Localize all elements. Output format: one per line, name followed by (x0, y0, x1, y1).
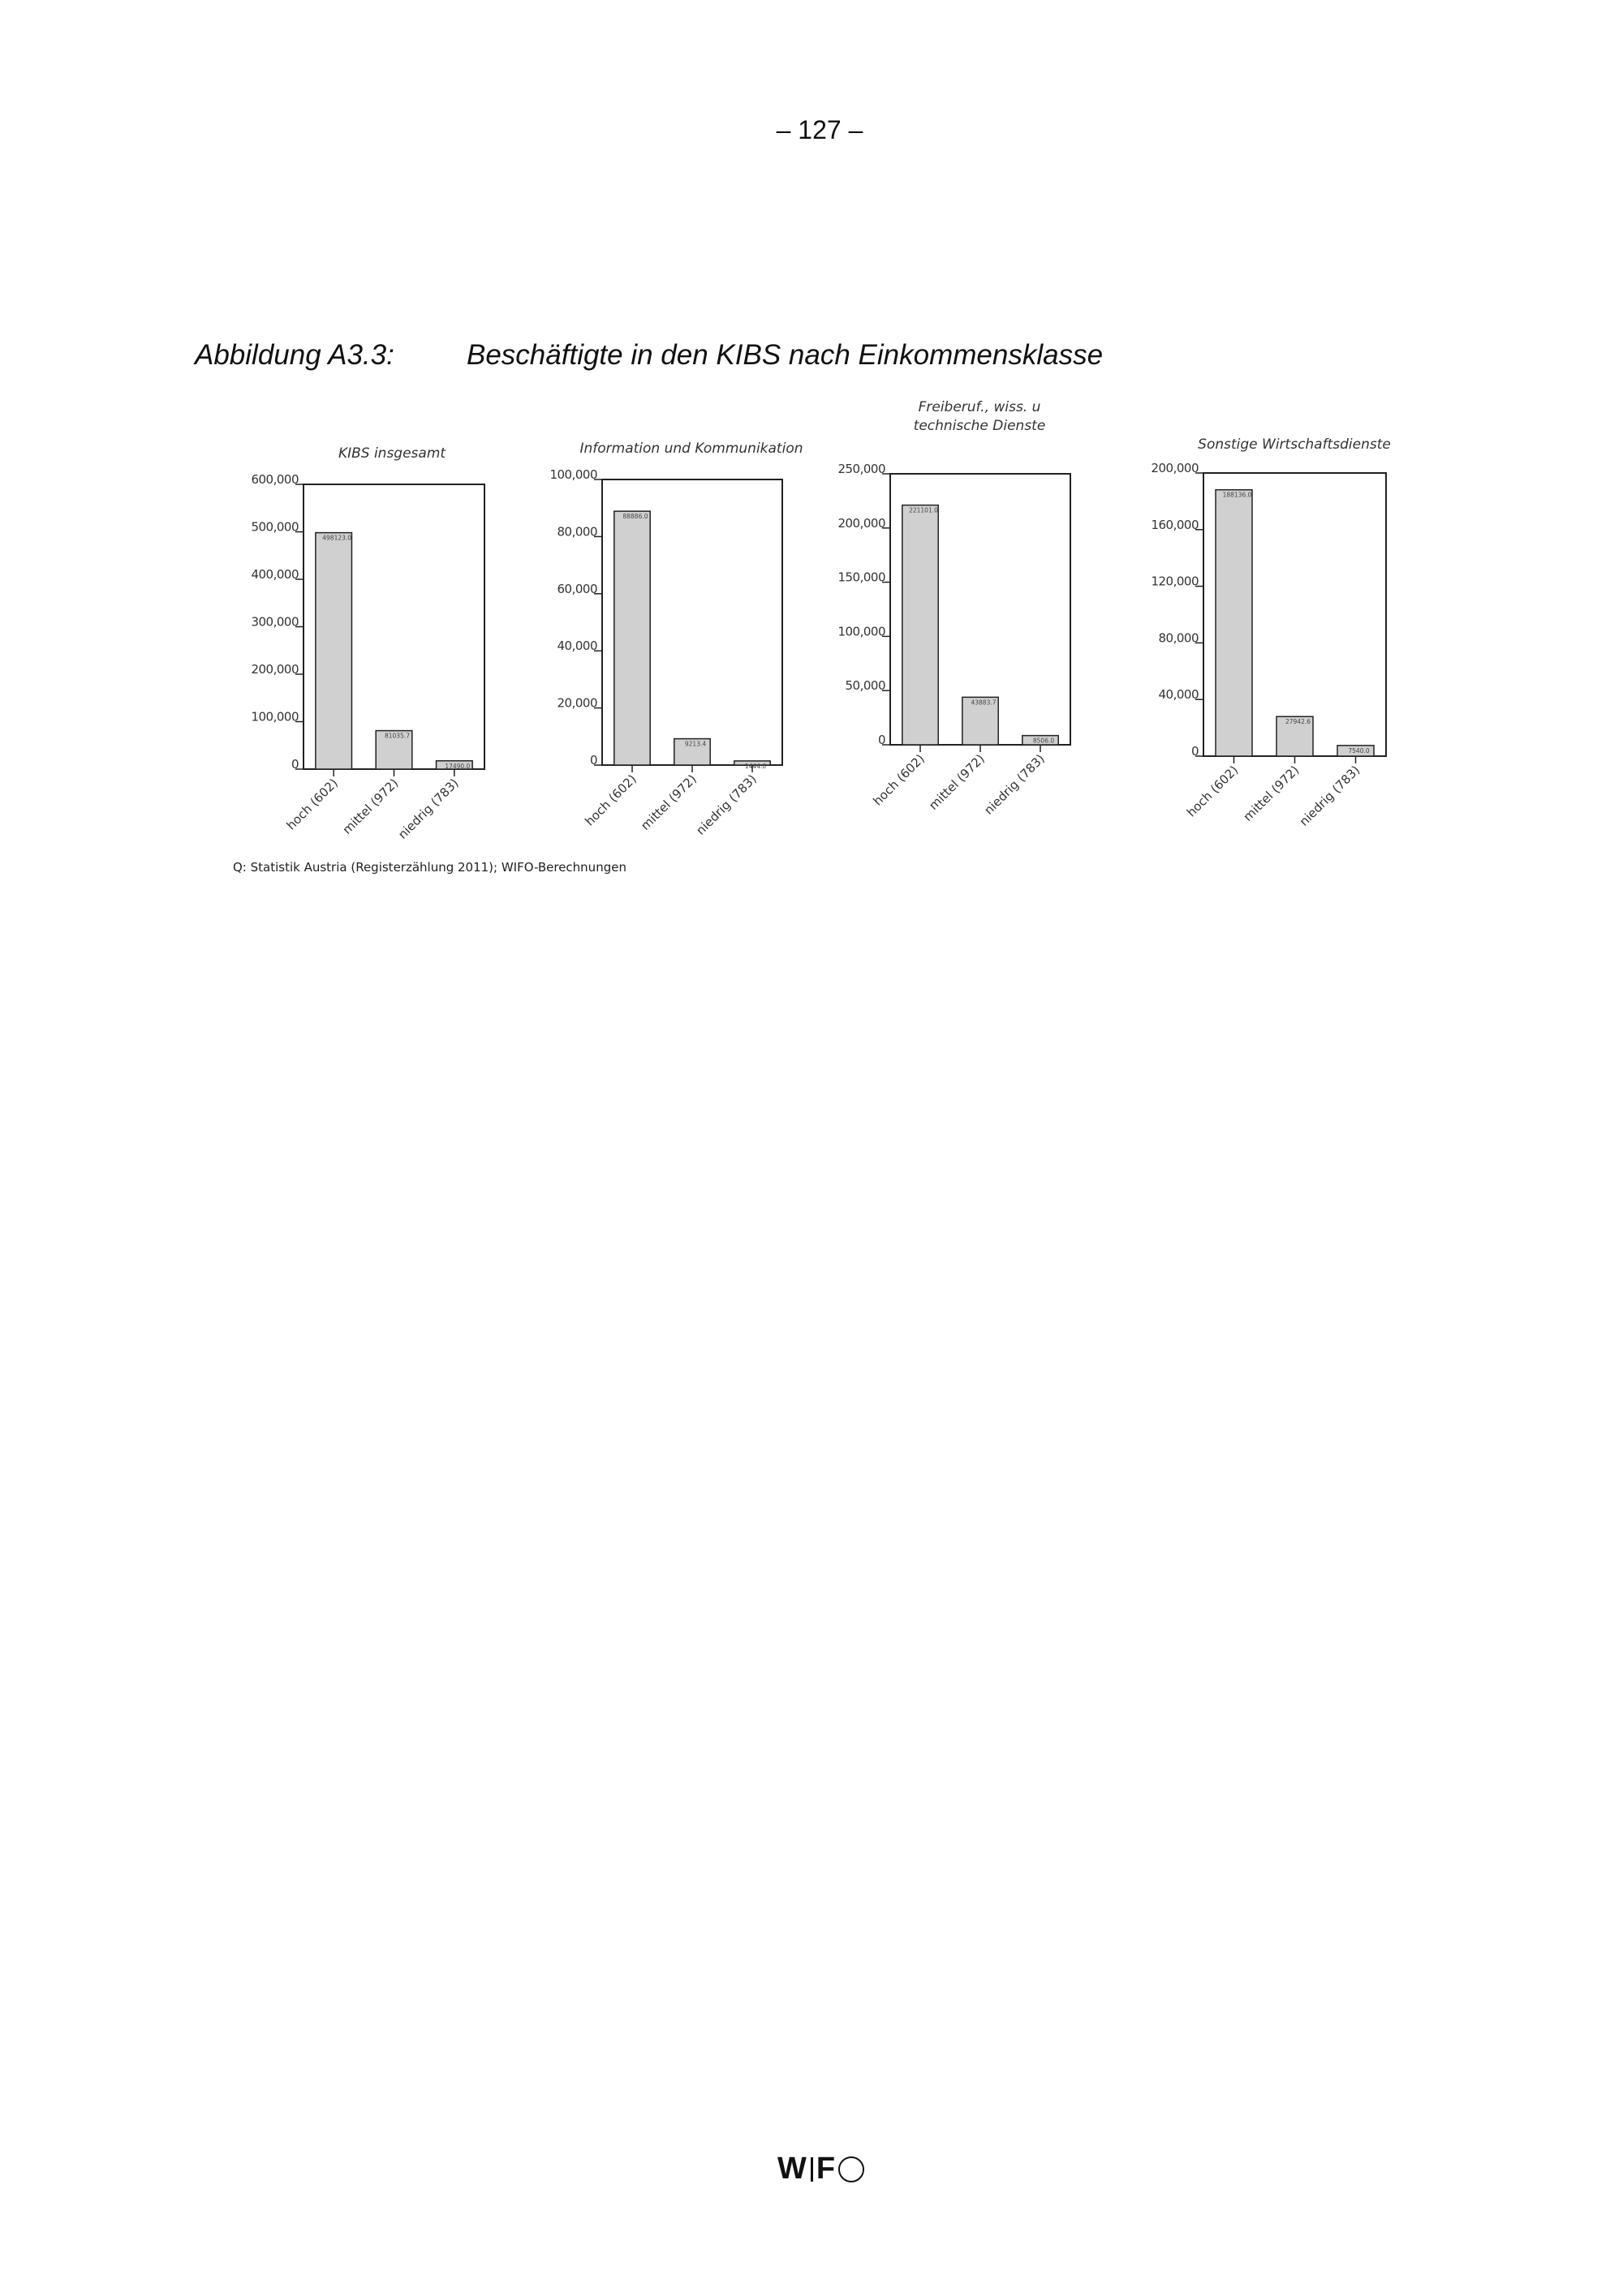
y-tick-label: 50,000 (846, 678, 886, 693)
bar-1 (315, 531, 353, 770)
bar-value-label: 221101.0 (909, 507, 938, 514)
bar-value-label: 188136.0 (1223, 492, 1252, 499)
chart-title: technische Dienste (914, 418, 1046, 434)
bar-value-label: 43883.7 (971, 699, 996, 706)
y-tick-label: 200,000 (1151, 461, 1199, 475)
x-tick-label: hoch (602) (1184, 763, 1241, 819)
y-tick-label: 0 (878, 733, 885, 747)
bar-value-label: 498123.0 (322, 535, 351, 542)
bar-value-label: 81035.7 (385, 733, 410, 740)
x-tick-label: mittel (972) (1241, 763, 1302, 824)
y-tick-label: 100,000 (549, 467, 597, 482)
bar-chart-2: Information und Kommunikation 0 20,000 40,0… (549, 441, 803, 838)
bar-value-label: 8506.0 (1033, 737, 1054, 745)
x-tick-label: hoch (602) (284, 776, 341, 832)
bar-2 (962, 696, 999, 746)
bar-1 (613, 510, 651, 766)
x-tick-label: hoch (602) (870, 751, 927, 808)
chart-title: Freiberuf., wiss. u (919, 399, 1041, 415)
bar-chart-1: KIBS insgesamt 0 100,000 200,000 300,000 400,… (251, 445, 485, 842)
y-tick-label: 60,000 (558, 582, 598, 596)
figure-label: Abbildung A3.3: (195, 339, 394, 371)
chart-title: Information und Kommunikation (579, 441, 803, 457)
y-tick-label: 20,000 (558, 696, 598, 711)
bar-1 (902, 504, 939, 746)
bar-2 (375, 729, 413, 770)
y-tick-label: 250,000 (837, 462, 885, 476)
x-tick-label: mittel (972) (638, 772, 700, 833)
x-tick-label: niedrig (783) (693, 772, 760, 838)
x-tick-label: hoch (602) (582, 772, 639, 828)
source-note: Q: Statistik Austria (Registerzählung 20… (233, 860, 626, 875)
y-tick-label: 40,000 (1159, 687, 1199, 702)
y-tick-label: 150,000 (837, 570, 885, 585)
y-tick-label: 120,000 (1151, 574, 1199, 589)
bar-2 (1276, 716, 1314, 757)
y-tick-label: 100,000 (251, 710, 299, 724)
y-tick-label: 100,000 (837, 624, 885, 638)
y-tick-label: 0 (1191, 744, 1199, 759)
y-tick-label: 200,000 (837, 516, 885, 531)
bar-chart-3: Freiberuf., wiss. u technische Dienste 0 50… (837, 399, 1071, 818)
chart-title: Sonstige Wirtschaftsdienste (1198, 436, 1391, 453)
chart-title: KIBS insgesamt (338, 445, 446, 462)
y-tick-label: 500,000 (251, 520, 299, 535)
y-tick-label: 0 (291, 757, 299, 772)
bar-value-label: 17490.0 (445, 763, 470, 770)
bar-value-label: 27942.6 (1285, 718, 1311, 725)
bar-value-label: 7540.0 (1348, 747, 1369, 755)
bar-value-label: 1444.0 (745, 763, 766, 770)
x-tick-label: mittel (972) (340, 776, 402, 837)
bar-value-label: 9213.4 (685, 741, 706, 748)
x-tick-label: mittel (972) (926, 751, 988, 813)
x-tick-label: niedrig (783) (1297, 763, 1363, 829)
bar-chart-4: Sonstige Wirtschaftsdienste 0 40,000 80,000… (1151, 436, 1390, 829)
y-tick-label: 0 (590, 753, 597, 767)
x-tick-label: niedrig (783) (981, 751, 1048, 818)
bar-1 (1215, 488, 1253, 757)
y-tick-label: 80,000 (558, 524, 598, 539)
x-tick-label: niedrig (783) (395, 776, 462, 842)
y-tick-label: 160,000 (1151, 518, 1199, 532)
y-tick-label: 80,000 (1159, 630, 1199, 645)
figure-title: Beschäftigte in den KIBS nach Einkommens… (467, 339, 1104, 371)
y-tick-label: 600,000 (251, 472, 299, 487)
y-tick-label: 200,000 (251, 662, 299, 677)
y-tick-label: 400,000 (251, 567, 299, 582)
bar-value-label: 88886.0 (622, 513, 648, 520)
y-tick-label: 300,000 (251, 615, 299, 630)
page-number: – 127 – (776, 115, 863, 144)
y-tick-label: 40,000 (558, 638, 598, 653)
